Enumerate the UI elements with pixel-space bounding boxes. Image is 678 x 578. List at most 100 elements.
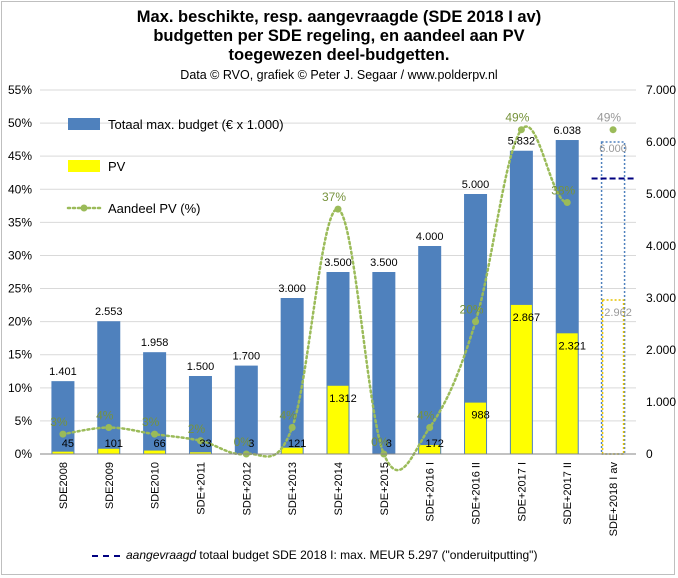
share-data-label: 4% [96, 409, 114, 423]
pv-bar [556, 333, 578, 454]
category-label: SDE2010 [150, 462, 162, 509]
left-axis-tick-label: 40% [8, 182, 32, 196]
share-point [426, 424, 434, 432]
chart-credit: Data © RVO, grafiek © Peter J. Segaar / … [180, 68, 498, 82]
legend-label-share: Aandeel PV (%) [108, 201, 201, 216]
pv-data-label: 2.962 [604, 307, 632, 319]
legend-marker-share [80, 204, 88, 212]
pv-data-label: 2.867 [513, 312, 541, 324]
share-data-label: 37% [322, 190, 346, 204]
budget-data-label: 1.401 [49, 366, 77, 378]
legend-label-budget: Totaal max. budget (€ x 1.000) [108, 117, 284, 132]
pv-data-label: 8 [386, 438, 392, 450]
share-data-label: 20% [460, 303, 484, 317]
left-axis-tick-label: 30% [8, 248, 32, 262]
bars [51, 140, 637, 455]
share-line-path [61, 125, 569, 472]
budget-data-label: 5.000 [462, 179, 490, 191]
axes: 0%5%10%15%20%25%30%35%40%45%50%55%01.000… [8, 83, 676, 536]
left-axis-tick-label: 10% [8, 381, 32, 395]
share-data-label: 4% [279, 409, 297, 423]
budget-data-label: 5.832 [508, 136, 536, 148]
category-label: SDE+2011 [195, 462, 207, 515]
pv-data-label: 988 [471, 410, 489, 422]
share-point [59, 430, 67, 438]
right-axis-tick-label: 7.000 [646, 83, 676, 97]
legend-swatch-budget [68, 118, 100, 130]
left-axis-tick-label: 20% [8, 315, 32, 329]
right-axis-tick-label: 6.000 [646, 135, 676, 149]
title-line-3: toegewezen deel-budgetten. [228, 46, 450, 64]
budget-bar [143, 352, 167, 454]
category-label: SDE+2018 I av [608, 462, 620, 537]
category-label: SDE+2016 II [471, 462, 483, 525]
share-point [472, 318, 480, 326]
share-point [609, 126, 617, 134]
right-axis-tick-label: 1.000 [646, 395, 676, 409]
budget-bar [51, 381, 75, 454]
budget-data-label: 6.038 [553, 125, 581, 137]
share-point [288, 424, 296, 432]
share-data-label: 2% [188, 422, 206, 436]
pv-data-label: 101 [105, 438, 123, 450]
share-data-label: 0% [234, 435, 252, 449]
pv-bar [327, 385, 349, 454]
budget-data-label: 2.553 [95, 306, 123, 318]
left-axis-tick-label: 45% [8, 149, 32, 163]
pv-bar [52, 451, 74, 454]
legend-swatch-pv [68, 160, 100, 172]
share-data-label: 0% [371, 435, 389, 449]
pv-data-label: 33 [199, 438, 211, 450]
left-axis-tick-label: 25% [8, 282, 32, 296]
title-line-2: budgetten per SDE regeling, en aandeel a… [153, 27, 525, 45]
pv-data-label: 1.312 [329, 393, 357, 405]
chart-title: Max. beschikte, resp. aangevraagde (SDE … [0, 8, 678, 65]
share-point [196, 437, 204, 445]
budget-bar [97, 321, 121, 454]
pv-bar [510, 304, 532, 454]
share-data-label: 49% [505, 111, 529, 125]
budget-data-label: 1.500 [187, 361, 215, 373]
pv-bar [144, 450, 166, 454]
title-line-1: Max. beschikte, resp. aangevraagde (SDE … [136, 8, 542, 26]
pv-bar [601, 299, 625, 455]
budget-data-label: 1.958 [141, 337, 169, 349]
category-label: SDE+2012 [241, 462, 253, 516]
pv-data-label: 172 [426, 438, 444, 450]
budget-bar [418, 246, 442, 454]
pv-data-label: 3 [248, 438, 254, 450]
footnote-text: totaal budget SDE 2018 I: max. MEUR 5.29… [196, 548, 538, 562]
budget-bar [372, 272, 396, 454]
share-point [105, 424, 113, 432]
category-label: SDE+2017 I [516, 462, 528, 522]
right-axis-tick-label: 3.000 [646, 291, 676, 305]
category-label: SDE+2016 I [425, 462, 437, 522]
share-point [563, 199, 571, 207]
pv-bar [98, 448, 120, 454]
share-data-label: 38% [551, 184, 575, 198]
legend-label-pv: PV [108, 159, 126, 174]
category-label: SDE2008 [58, 462, 70, 509]
category-label: SDE2009 [104, 462, 116, 509]
pv-bar [281, 447, 303, 454]
pv-bar [419, 445, 441, 454]
footnote: aangevraagd totaal budget SDE 2018 I: ma… [92, 548, 537, 562]
footnote-italic: aangevraagd [126, 548, 197, 562]
pv-data-label: 121 [288, 438, 306, 450]
left-axis-tick-label: 50% [8, 116, 32, 130]
left-axis-tick-label: 15% [8, 348, 32, 362]
right-axis-tick-label: 2.000 [646, 343, 676, 357]
pv-bar [189, 452, 211, 454]
pv-data-label: 45 [62, 438, 74, 450]
category-label: SDE+2015 [379, 462, 391, 516]
right-axis-tick-label: 4.000 [646, 239, 676, 253]
pv-data-label: 66 [153, 438, 165, 450]
requested-budget-line-sample [92, 554, 120, 557]
budget-data-label: 1.700 [233, 351, 261, 363]
share-point [334, 205, 342, 213]
left-axis-tick-label: 5% [15, 414, 33, 428]
share-point [151, 430, 159, 438]
left-axis-tick-label: 0% [15, 447, 33, 461]
category-label: SDE+2017 II [562, 462, 574, 525]
